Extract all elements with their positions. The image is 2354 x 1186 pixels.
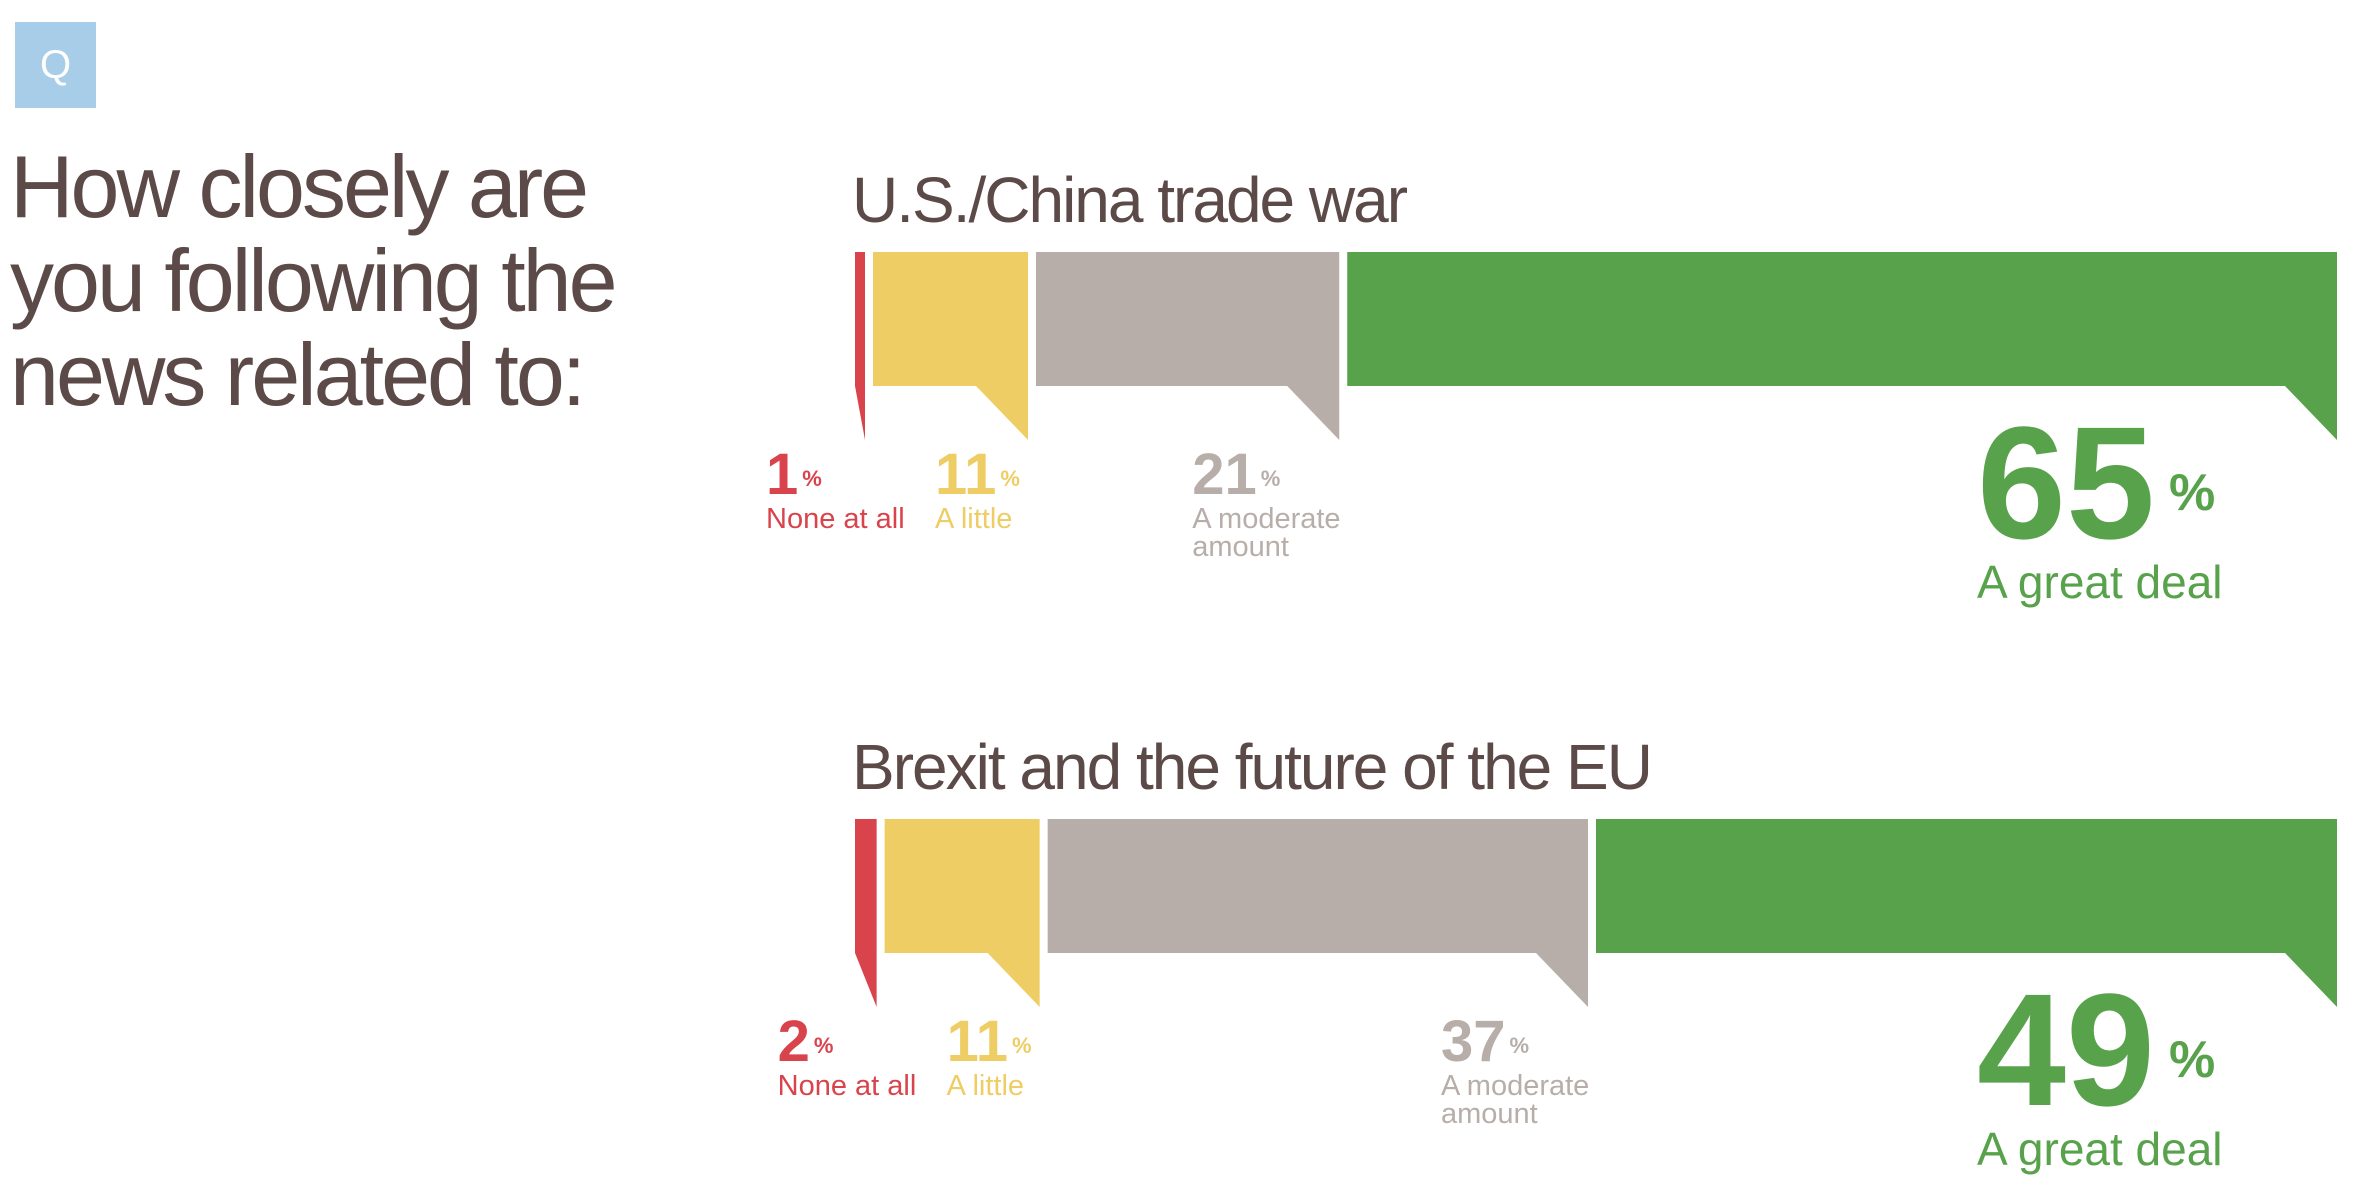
bar-segment [1047,819,1588,1007]
value-number: 11% [947,1012,1032,1072]
bar-segment [1347,252,2337,440]
value-label: 37% A moderate amount [1441,1012,1591,1130]
value-number: 11% [935,445,1020,505]
category-label: None at all [766,503,905,535]
value-label: 11% A little [946,1012,1032,1102]
category-label: A little [935,503,1013,535]
value-number: 1% [766,445,905,505]
value-unit: % [802,466,822,491]
value-label: 65% A great deal [1977,403,2223,608]
chart-title: Brexit and the future of the EU [852,731,1651,803]
value-label: 1% None at all [766,445,905,535]
bar-segment [1036,252,1340,440]
value-text: 65 [1977,393,2155,572]
value-unit: % [813,1033,834,1058]
value-unit: % [1260,466,1281,491]
bar-segment [855,252,865,440]
category-label: A little [946,1070,1025,1102]
value-text: 49 [1977,960,2155,1139]
value-unit: % [2168,464,2216,522]
bar-segment [855,819,877,1007]
question-badge: Q [15,22,96,108]
value-text: 1 [766,442,799,507]
value-label: 21% A moderate amount [1192,445,1342,563]
value-number: 65% [1977,403,2223,563]
category-label: None at all [777,1070,917,1102]
value-label: 11% A little [935,445,1020,535]
value-unit: % [1011,1033,1032,1058]
value-unit: % [1509,1033,1530,1058]
value-label: 49% A great deal [1977,970,2223,1175]
value-number: 2% [778,1012,917,1072]
value-label: 2% None at all [777,1012,917,1102]
bar-segment [884,819,1040,1007]
value-text: 11 [935,442,997,507]
value-text: 11 [946,1009,1008,1074]
value-number: 49% [1977,970,2223,1130]
value-number: 21% [1192,445,1342,505]
bar-segment [1596,819,2337,1007]
value-text: 21 [1192,442,1257,507]
category-label: A great deal [1977,556,2223,608]
category-label: A moderate amount [1192,503,1341,563]
chart-title: U.S./China trade war [852,164,1408,236]
category-label: A moderate amount [1441,1070,1590,1130]
value-unit: % [1000,466,1020,491]
bar-segment [873,252,1029,440]
value-number: 37% [1441,1012,1591,1072]
value-unit: % [2168,1031,2216,1089]
question-text: How closely are you following the news r… [10,137,618,424]
value-text: 2 [777,1009,810,1074]
value-text: 37 [1441,1009,1506,1074]
category-label: A great deal [1977,1123,2223,1175]
